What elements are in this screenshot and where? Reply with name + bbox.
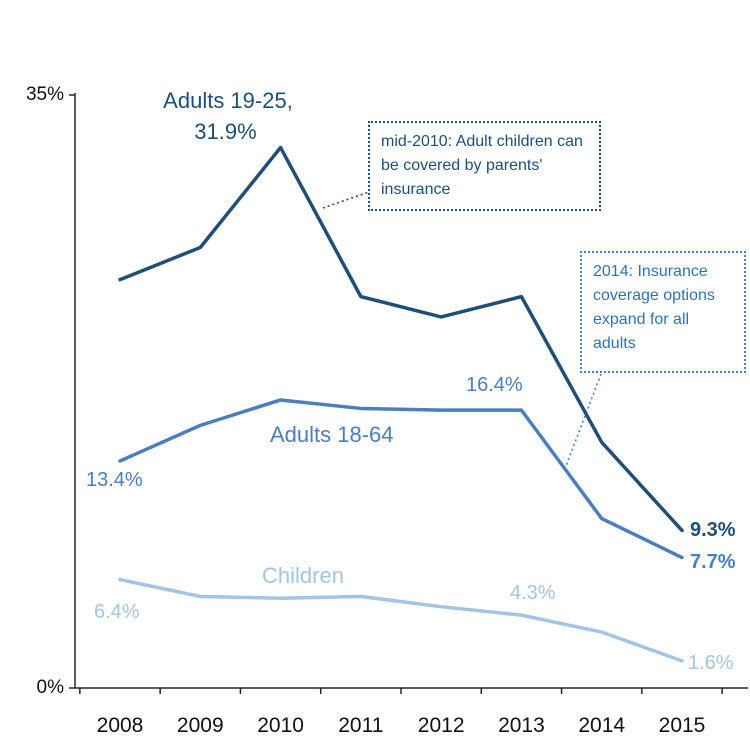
x-tick-label-2010: 2010 (257, 714, 304, 737)
annotation-box-mid-2010: mid-2010: Adult children can be covered … (368, 121, 601, 211)
y-axis-label-max: 35% (25, 84, 64, 105)
x-tick-label-2015: 2015 (658, 714, 706, 737)
series-line-children (118, 577, 684, 663)
series-label-adults-19-25: Adults 19-25, (163, 88, 293, 113)
data-label-adults-18-64-2015: 7.7% (690, 551, 736, 573)
x-tick-label-2011: 2011 (338, 714, 384, 737)
x-tick-label-2009: 2009 (176, 714, 224, 737)
series-line-adults-19-25 (118, 145, 684, 533)
x-tick-label-2014: 2014 (578, 714, 626, 737)
annotation-leader-2014 (565, 373, 602, 467)
x-tick-label-2008: 2008 (96, 714, 144, 737)
data-label-children-2015: 1.6% (688, 652, 734, 674)
series-label-children: Children (262, 563, 344, 588)
annotation-box-2014: 2014: Insurance coverage options expand … (580, 251, 746, 373)
x-tick-label-2013: 2013 (498, 714, 545, 737)
data-label-adults-19-25-2015: 9.3% (690, 519, 736, 541)
x-tick-label-2012: 2012 (417, 714, 465, 737)
data-label-adults-19-25-peak: 31.9% (194, 119, 257, 144)
data-label-adults-18-64-2013: 16.4% (466, 374, 523, 396)
data-label-children-2008: 6.4% (94, 601, 140, 623)
data-label-adults-18-64-2008: 13.4% (86, 469, 143, 491)
annotation-leader-mid-2010 (319, 190, 373, 210)
series-line-adults-18-64 (118, 398, 684, 560)
y-axis-label-min: 0% (36, 677, 64, 698)
series-label-adults-18-64: Adults 18-64 (270, 422, 394, 447)
data-label-children-2013: 4.3% (510, 582, 556, 604)
